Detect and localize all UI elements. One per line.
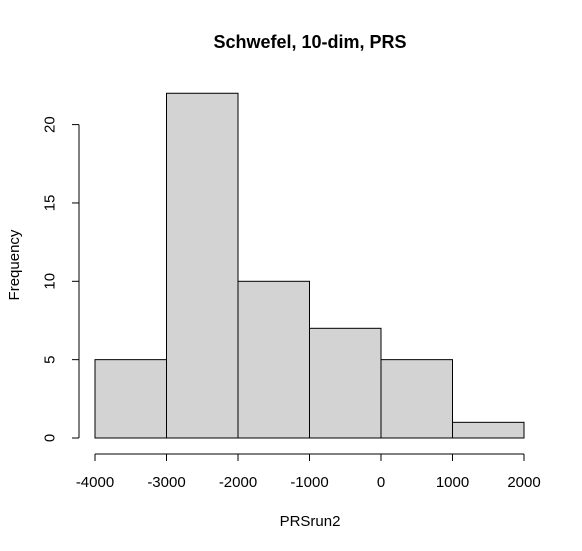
y-tick-label: 10: [42, 273, 59, 290]
y-tick-label: 15: [42, 195, 59, 212]
x-tick-label: -3000: [147, 474, 185, 491]
x-tick-label: 1000: [436, 474, 469, 491]
x-tick-label: 0: [377, 474, 385, 491]
chart-title: Schwefel, 10-dim, PRS: [213, 32, 406, 52]
x-tick-label: -1000: [290, 474, 328, 491]
histogram-bar-5: [380, 359, 453, 439]
bars-group: [94, 92, 525, 439]
x-tick-label: 2000: [507, 474, 540, 491]
x-tick-label: -2000: [219, 474, 257, 491]
y-tick-label: 5: [42, 355, 59, 363]
x-tick-label: -4000: [76, 474, 114, 491]
histogram-bar-2: [166, 92, 239, 439]
y-tick-label: 20: [42, 116, 59, 133]
y-tick-label: 0: [42, 434, 59, 442]
histogram-bar-4: [309, 327, 382, 439]
y-axis-label: Frequency: [6, 229, 23, 300]
histogram-bar-6: [452, 421, 525, 439]
x-axis: -4000 -3000 -2000 -1000 0 1000 2000: [76, 453, 541, 491]
histogram-bar-1: [94, 359, 167, 439]
histogram-bar-3: [237, 280, 310, 439]
x-axis-label: PRSrun2: [280, 513, 341, 530]
y-axis: 0 5 10 15 20: [42, 116, 80, 442]
